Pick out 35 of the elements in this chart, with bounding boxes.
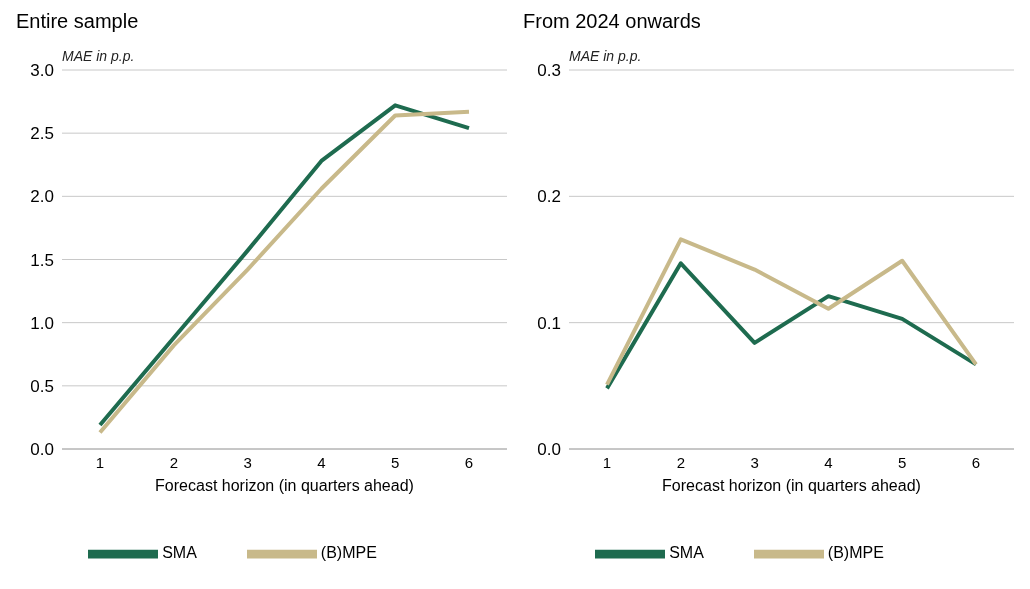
- legend-label: SMA: [162, 544, 197, 562]
- chart-title: From 2024 onwards: [523, 10, 701, 33]
- x-tick-label: 5: [391, 453, 400, 471]
- y-tick-label: 1.5: [30, 250, 54, 270]
- y-axis-title: MAE in p.p.: [62, 48, 135, 64]
- legend-label: (B)MPE: [827, 544, 884, 562]
- x-tick-label: 3: [243, 453, 252, 471]
- x-axis-title: Forecast horizon (in quarters ahead): [155, 477, 414, 494]
- y-tick-label: 3.0: [30, 61, 54, 81]
- y-tick-label: 1.0: [30, 313, 54, 333]
- y-tick-label: 0.0: [30, 440, 54, 460]
- x-tick-label: 5: [898, 453, 907, 471]
- y-axis-title: MAE in p.p.: [569, 48, 642, 64]
- x-tick-label: 4: [317, 453, 326, 471]
- y-tick-label: 0.0: [537, 440, 561, 460]
- line-series: [605, 237, 978, 387]
- x-tick-label: 2: [169, 453, 178, 471]
- line-series: [605, 261, 978, 391]
- x-tick-label: 3: [750, 453, 759, 471]
- x-tick-label: 2: [676, 453, 685, 471]
- y-tick-label: 0.2: [537, 187, 561, 207]
- y-tick-label: 0.5: [30, 376, 54, 396]
- y-tick-label: 2.5: [30, 124, 54, 144]
- y-tick-label: 0.1: [537, 313, 561, 333]
- x-tick-label: 4: [824, 453, 833, 471]
- x-tick-label: 1: [602, 453, 612, 471]
- x-tick-label: 6: [464, 453, 474, 471]
- x-axis-title: Forecast horizon (in quarters ahead): [662, 477, 921, 494]
- y-tick-label: 2.0: [30, 187, 54, 207]
- legend-label: SMA: [669, 544, 704, 562]
- x-tick-label: 6: [971, 453, 981, 471]
- y-tick-label: 0.3: [537, 61, 561, 81]
- x-tick-label: 1: [95, 453, 105, 471]
- legend-label: (B)MPE: [320, 544, 377, 562]
- chart-title: Entire sample: [16, 10, 139, 33]
